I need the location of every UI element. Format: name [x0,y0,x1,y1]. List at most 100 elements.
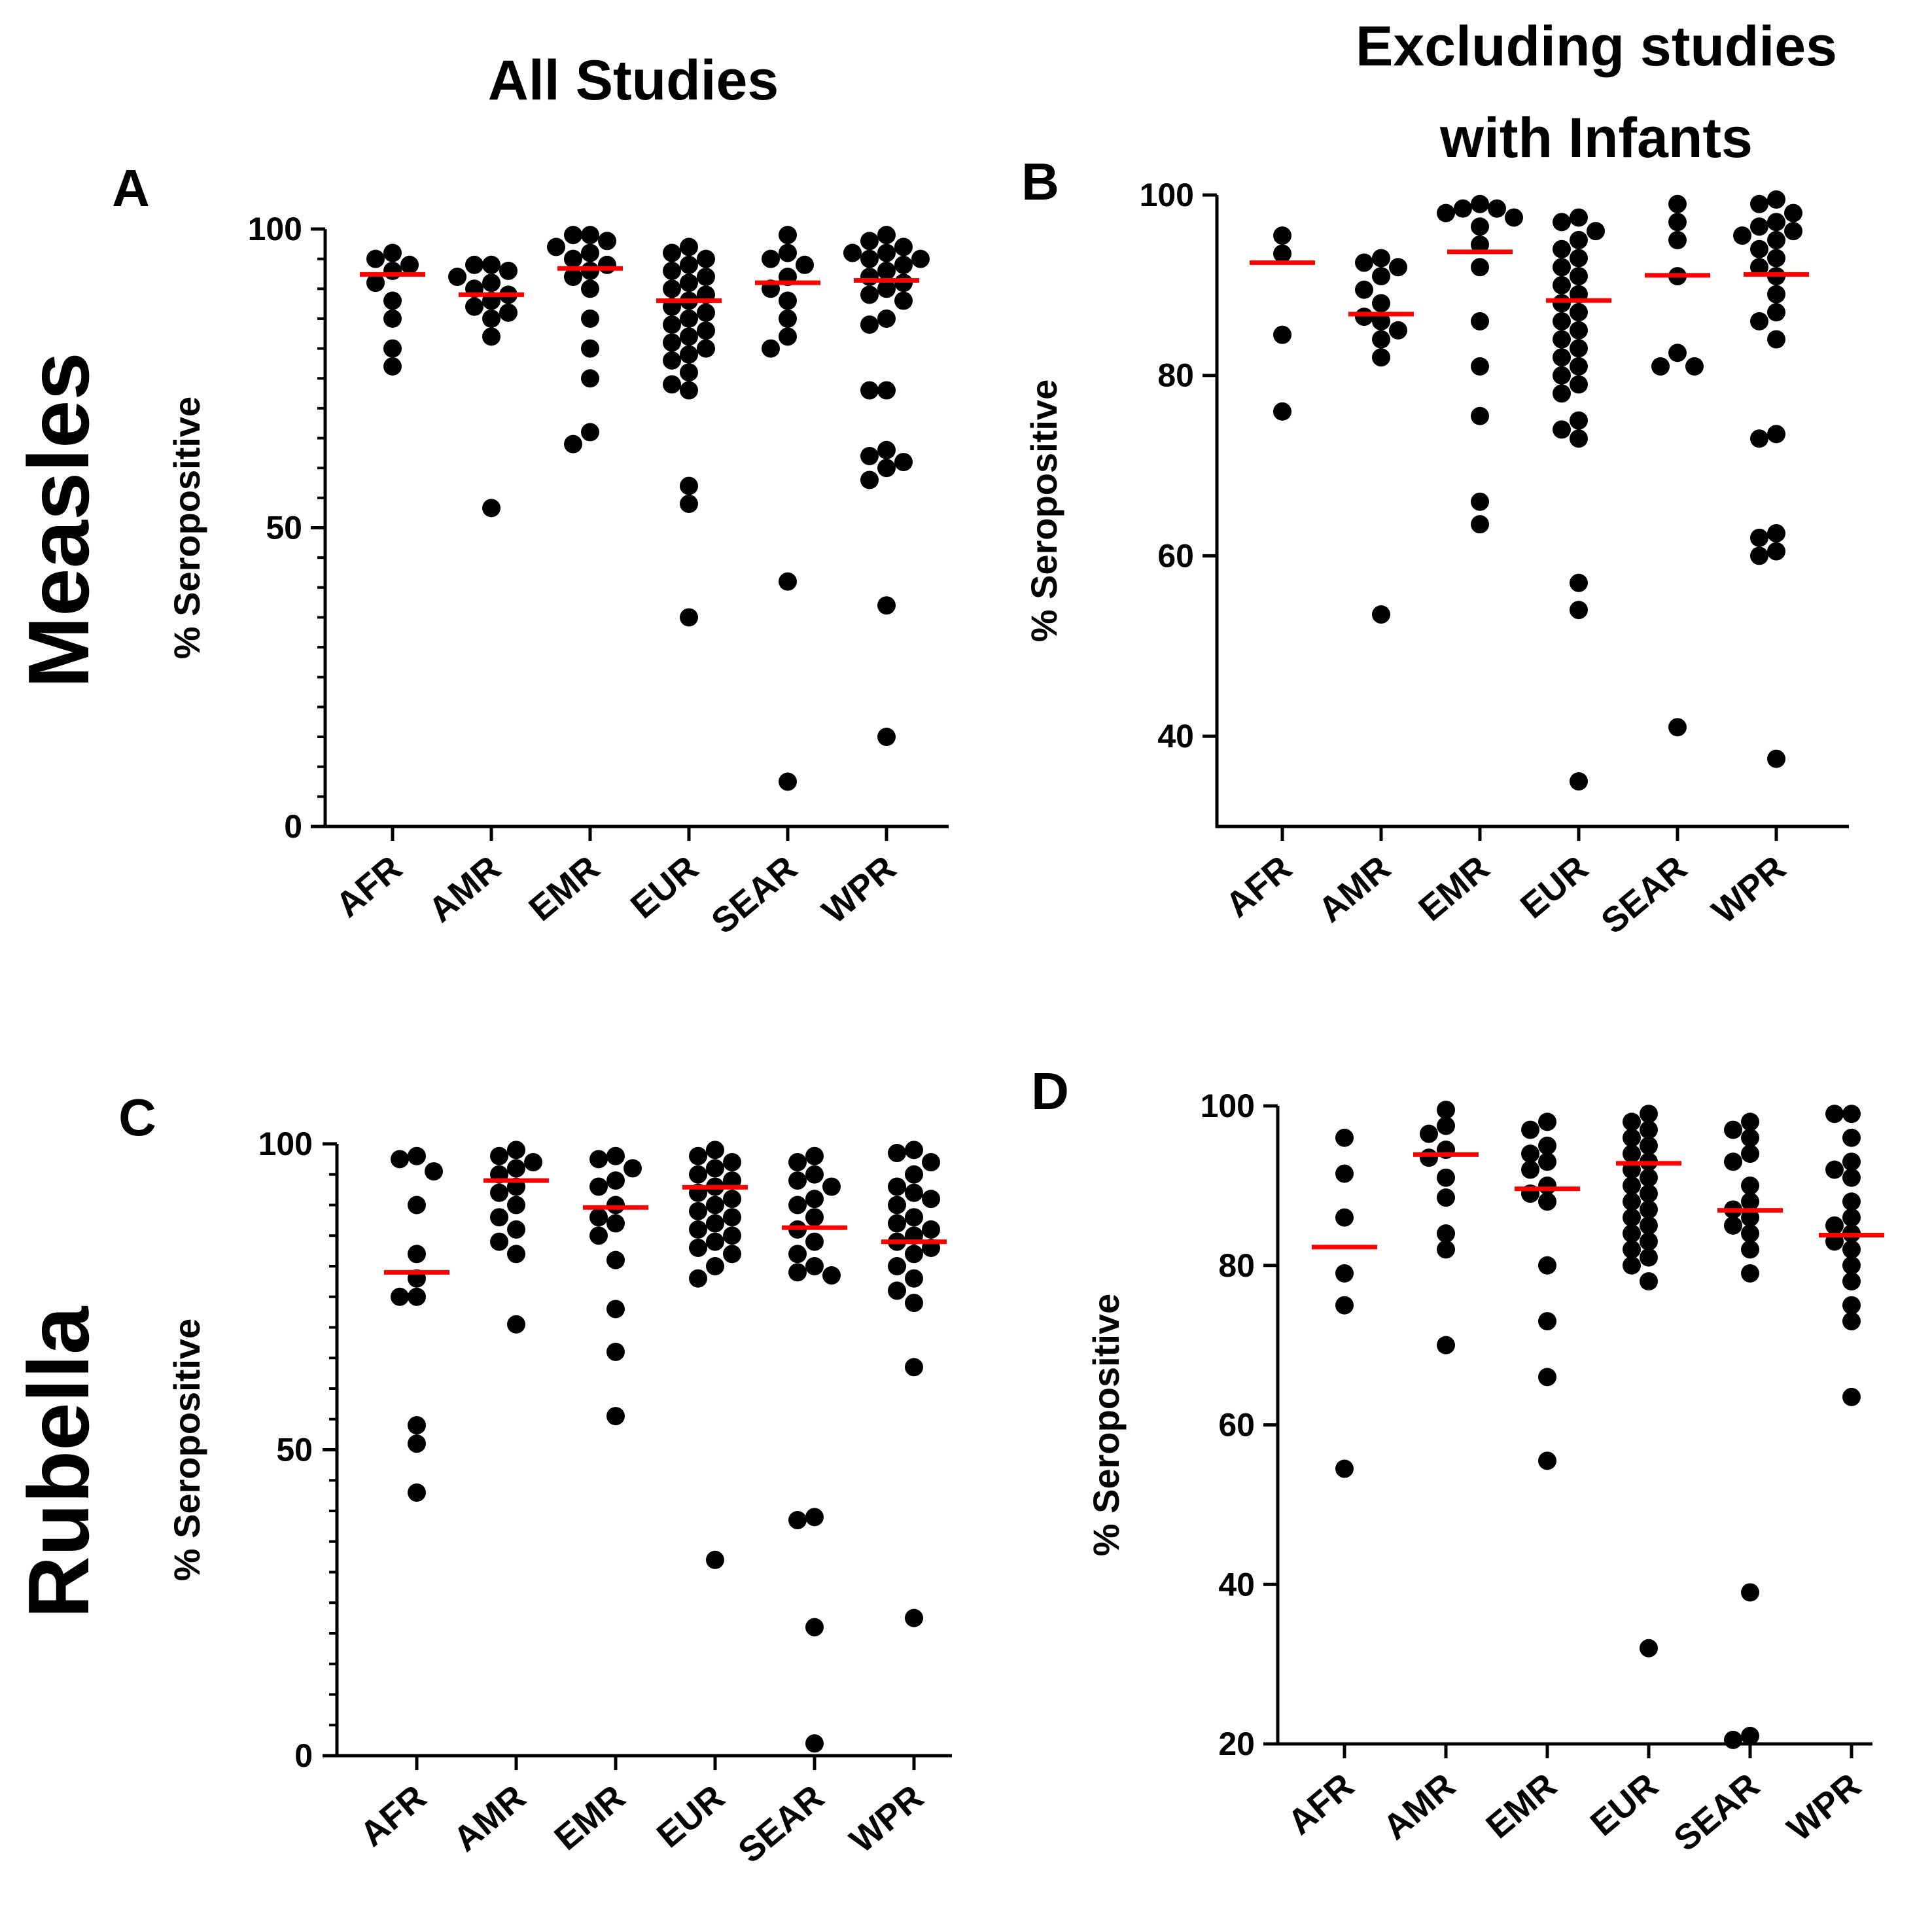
y-tick-label: 40 [1218,1566,1255,1603]
data-point [843,243,862,262]
data-point [1640,1639,1658,1658]
data-point [905,1294,923,1313]
data-point [663,375,681,394]
data-point [689,1201,707,1220]
panel-letter: B [1021,152,1059,211]
data-point [706,1550,724,1569]
data-point [706,1214,724,1233]
data-point [1623,1128,1641,1147]
data-point [1825,1105,1844,1124]
data-point [507,1315,525,1334]
data-point [1741,1726,1759,1745]
data-point [507,1220,525,1239]
data-point [1767,425,1785,444]
y-axis-label: % Seropositive [1085,1294,1127,1556]
data-point [1553,348,1571,367]
data-point [1640,1216,1658,1235]
data-point [1640,1232,1658,1251]
data-point [1335,1128,1354,1147]
data-point [1538,1368,1556,1387]
data-point [877,243,896,262]
data-point [1372,330,1390,349]
data-point [805,1232,824,1251]
data-point [1741,1583,1759,1602]
data-point [788,1171,807,1190]
data-point [1623,1112,1641,1131]
data-point [1553,275,1571,294]
x-tick-label: SEAR [1594,848,1694,941]
data-point [706,1257,724,1275]
data-point [905,1141,923,1160]
data-point [1842,1105,1861,1124]
data-point [1640,1136,1658,1155]
data-point [888,1281,906,1300]
data-point [1570,339,1588,358]
data-point [1570,601,1588,620]
data-point [1623,1176,1641,1195]
data-point [877,596,896,615]
data-point [877,440,896,459]
y-tick-label: 100 [1140,177,1194,213]
data-point [1471,235,1489,254]
data-point [1570,375,1588,394]
data-point [663,315,681,334]
data-point [1538,1451,1556,1470]
data-point [1842,1192,1861,1211]
x-tick-label: WPR [1705,848,1793,931]
data-point [1389,321,1407,340]
data-point [680,476,698,495]
data-point [524,1153,542,1172]
data-point [894,238,913,257]
data-point [1767,230,1785,249]
data-point [589,1226,608,1245]
data-point [894,255,913,274]
data-point [408,1483,426,1502]
data-point [606,1342,625,1361]
data-point [788,1245,807,1264]
data-point [589,1150,608,1169]
data-point [905,1269,923,1288]
data-point [779,309,797,328]
data-point [581,339,599,358]
data-point [465,255,483,274]
data-point [1767,213,1785,232]
data-point [905,1608,923,1627]
data-point [564,435,582,453]
data-point [1471,406,1489,425]
column-header-excluding-line1: Excluding studies [1356,15,1837,78]
data-point [805,1508,824,1527]
data-point [680,309,698,328]
data-point [1471,312,1489,330]
data-point [408,1287,426,1306]
data-point [482,327,501,346]
data-point [1623,1224,1641,1243]
data-point [1553,330,1571,349]
data-point [606,1196,625,1215]
data-point [779,772,797,791]
data-point [606,1214,625,1233]
data-point [1273,325,1291,344]
data-point [606,1407,625,1426]
data-point [1335,1164,1354,1183]
data-point [490,1183,508,1202]
data-point [706,1196,724,1215]
x-tick-label: SEAR [1666,1765,1766,1858]
x-tick-label: EUR [1583,1765,1666,1843]
data-point [779,243,797,262]
data-point [697,249,715,268]
data-point [1668,344,1687,363]
data-point [482,255,501,274]
data-point [1538,1192,1556,1211]
data-point [888,1257,906,1275]
data-point [598,255,616,274]
data-point [581,369,599,388]
data-point [1640,1168,1658,1187]
data-point [1767,303,1785,322]
x-tick-label: AFR [328,848,410,925]
panel-letter: C [118,1088,156,1146]
data-point [1505,208,1523,227]
data-point [1640,1248,1658,1267]
panel-b-measles-excluding-infants: B % Seropositive 40 60 80 100 AFR AMR EMR EURSEAR… [1021,152,1849,942]
data-point [1640,1120,1658,1139]
row-header-measles: Measles [10,352,107,688]
